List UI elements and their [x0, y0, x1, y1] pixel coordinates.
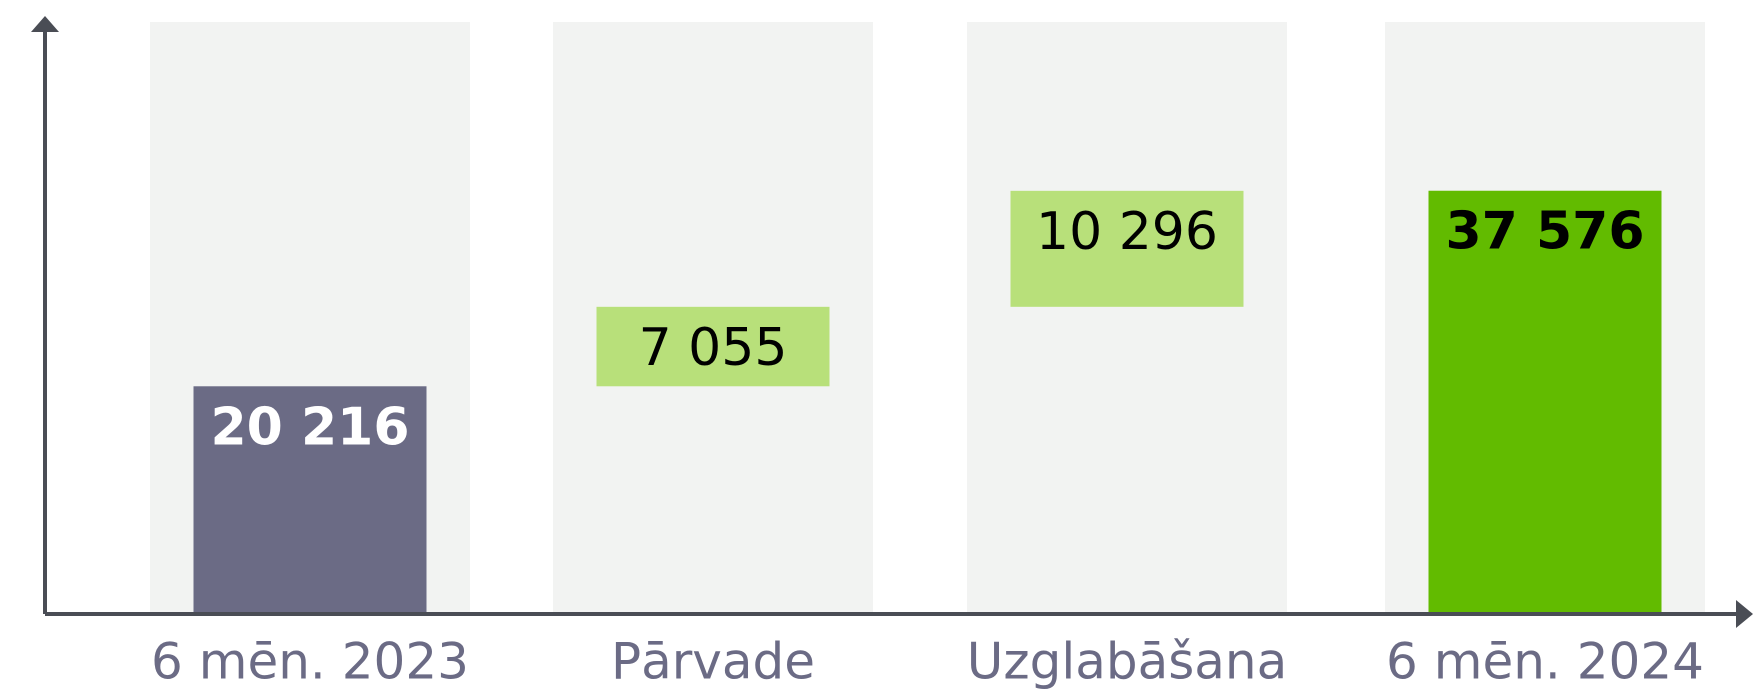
y-axis-arrow	[31, 16, 59, 32]
bar	[1428, 190, 1662, 614]
x-tick-label: Uzglabāšana	[967, 633, 1288, 691]
data-label: 20 216	[210, 397, 409, 457]
background-panel	[967, 22, 1287, 614]
plot: 20 216 6 mēn. 2023 7 055 Pārvade 10 296 Uzgla…	[45, 22, 1753, 691]
x-tick-label: Pārvade	[611, 633, 815, 691]
bar	[193, 386, 427, 614]
bar	[596, 306, 830, 387]
data-label: 7 055	[639, 318, 788, 378]
x-tick-label: 6 mēn. 2024	[1386, 633, 1704, 691]
bar	[1010, 190, 1244, 307]
x-tick-label: 6 mēn. 2023	[151, 633, 469, 691]
data-label: 10 296	[1036, 202, 1218, 262]
data-label: 37 576	[1445, 202, 1644, 262]
x-axis-arrow	[1736, 600, 1753, 628]
